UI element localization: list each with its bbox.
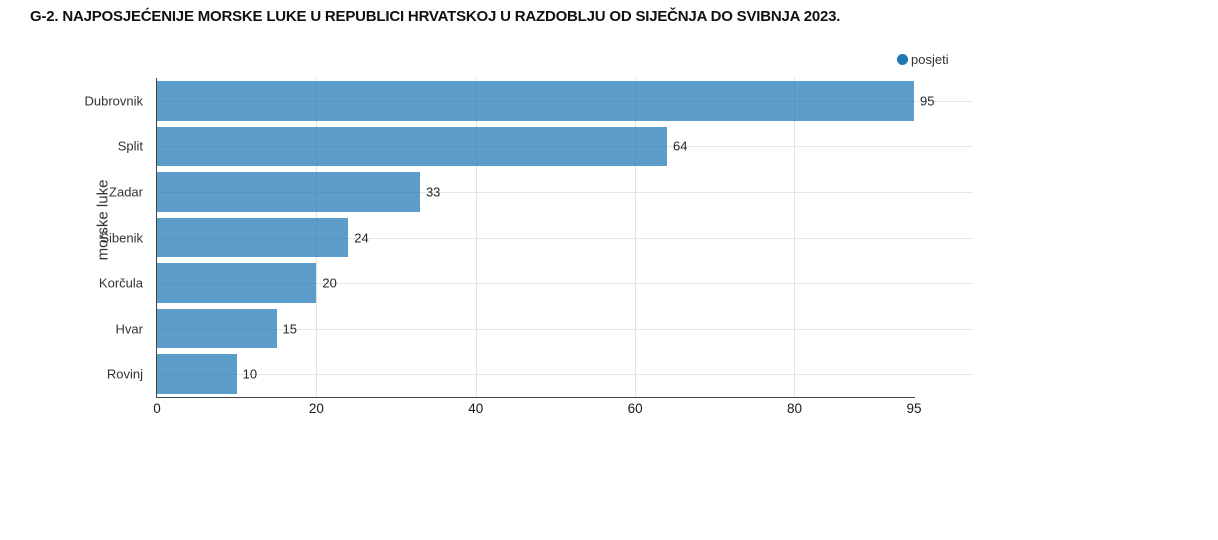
y-axis-line [156, 78, 157, 397]
category-label-rovinj: Rovinj [106, 366, 143, 382]
value-label-zadar: 33 [425, 184, 441, 200]
legend-item-posjeti[interactable]: posjeti [897, 52, 949, 67]
gridline-row-rovinj [157, 374, 973, 376]
x-axis-line [156, 397, 915, 398]
x-tick-label-80: 80 [786, 401, 802, 416]
value-label-split: 64 [672, 138, 688, 154]
bar-dubrovnik [157, 81, 914, 121]
bar-hvar [157, 308, 277, 349]
x-tick-label-40: 40 [468, 401, 484, 416]
x-tick-label-60: 60 [627, 401, 643, 416]
bar-korčula [157, 263, 317, 303]
category-label-korčula: Korčula [98, 275, 143, 291]
x-tick-label-20: 20 [308, 401, 324, 416]
category-label-dubrovnik: Dubrovnik [84, 93, 143, 109]
chart-title: G-2. NAJPOSJEĆENIJE MORSKE LUKE U REPUBL… [30, 8, 841, 25]
bar-zadar [157, 172, 420, 212]
bar-rovinj [157, 354, 237, 394]
value-label-rovinj: 10 [242, 366, 258, 382]
value-label-hvar: 15 [282, 321, 297, 337]
bar-split [157, 126, 667, 167]
gridline-row-korčula [157, 283, 973, 285]
category-label-zadar: Zadar [109, 184, 143, 200]
category-label-hvar: Hvar [115, 321, 143, 337]
bar-šibenik [157, 217, 349, 258]
category-label-split: Split [117, 138, 143, 154]
gridline-row-šibenik [157, 237, 973, 239]
gridline-row-hvar [157, 328, 973, 330]
gridline-row-zadar [157, 191, 973, 193]
y-axis-category-labels: Dubrovnik Split Zadar Šibenik Korčula Hvar Rov… [0, 78, 150, 397]
x-tick-label-0: 0 [153, 401, 161, 416]
value-label-dubrovnik: 95 [920, 93, 935, 109]
x-tick-label-95: 95 [906, 401, 922, 416]
plot-area: 95 64 33 24 20 15 10 [156, 78, 973, 398]
value-label-korčula: 20 [322, 275, 337, 291]
category-label-šibenik: Šibenik [100, 230, 143, 245]
legend-label: posjeti [911, 52, 949, 67]
value-label-šibenik: 24 [354, 230, 369, 245]
x-axis-tick-labels: 0 20 40 60 80 95 [153, 401, 973, 419]
legend-marker-icon [897, 54, 908, 65]
